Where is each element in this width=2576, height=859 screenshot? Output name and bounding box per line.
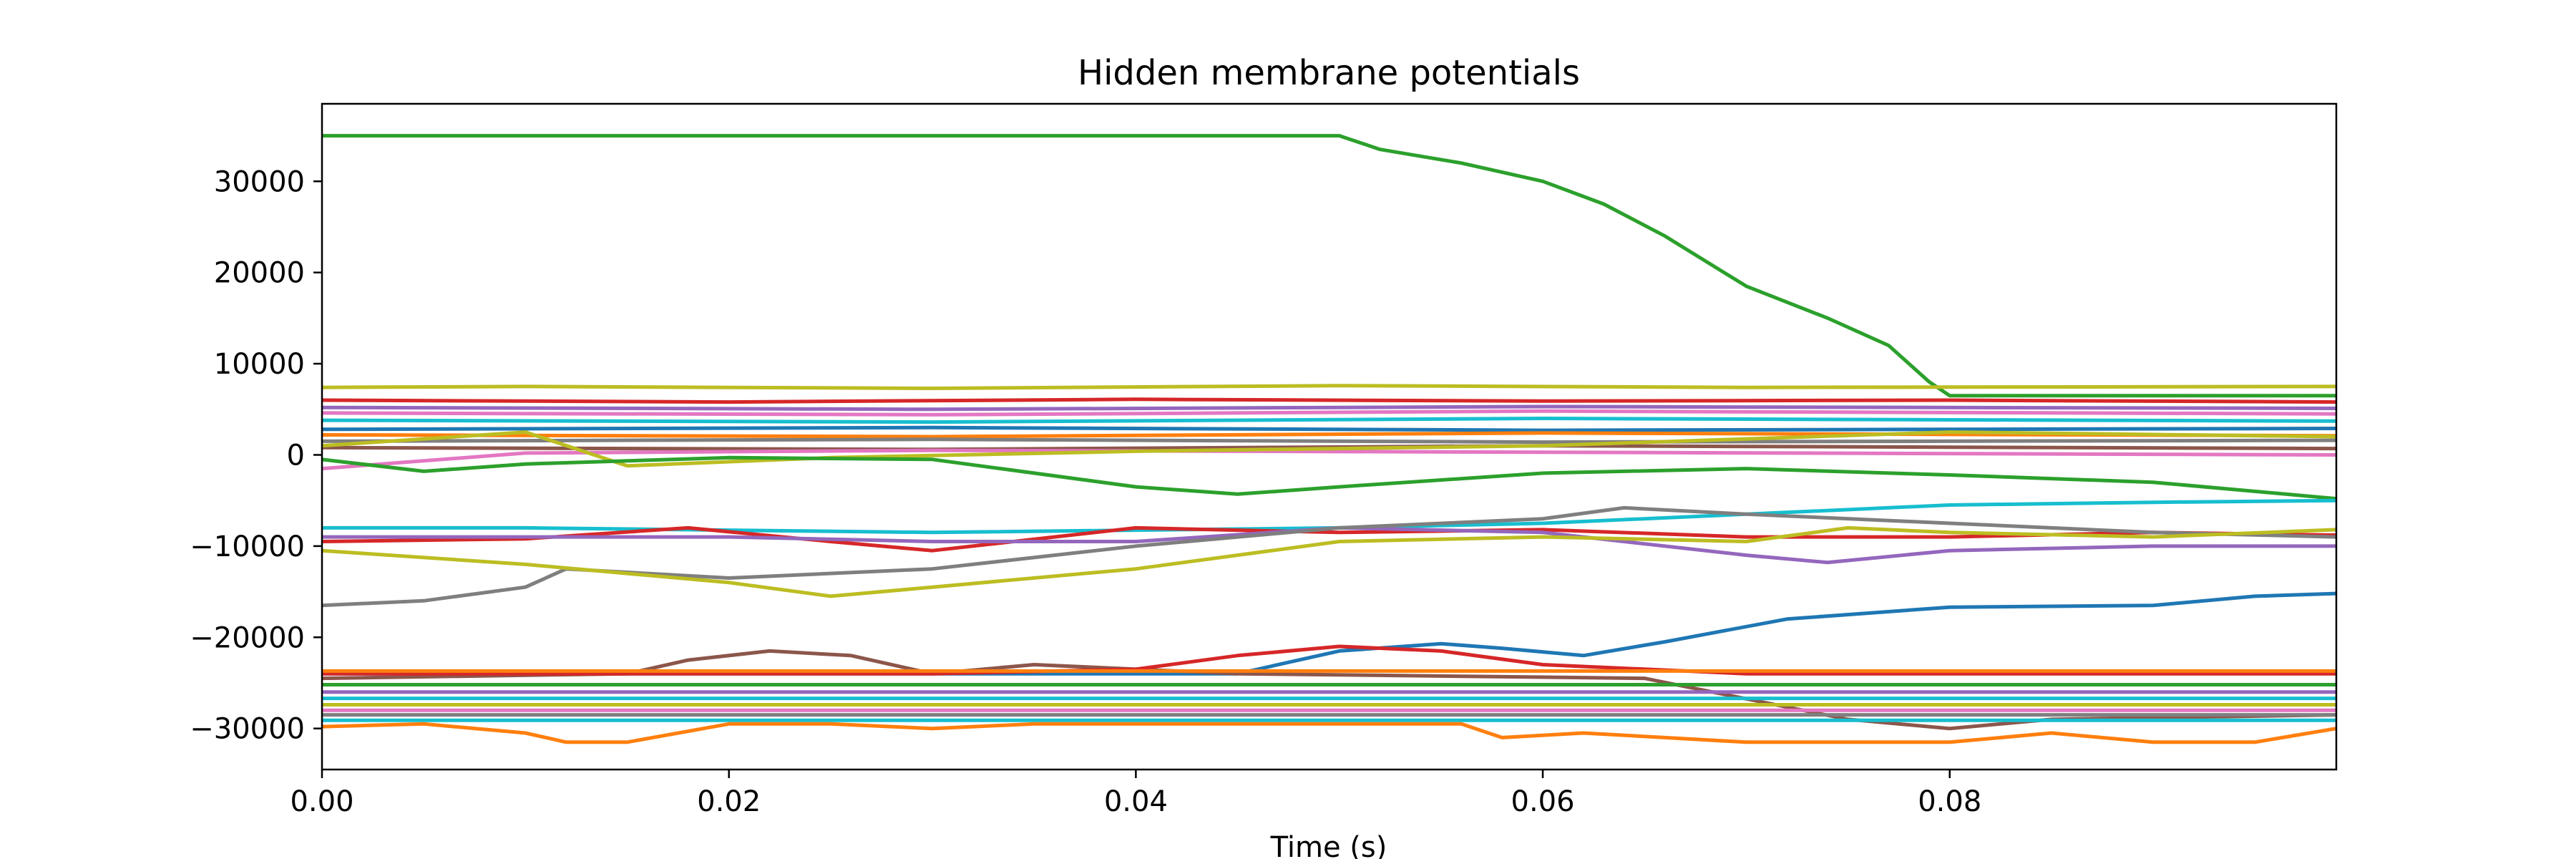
- y-tick-label: 10000: [214, 348, 305, 381]
- x-tick-label: 0.02: [697, 785, 761, 818]
- series-line-11: [322, 448, 2336, 471]
- y-tick-label: −30000: [190, 713, 305, 746]
- x-tick-label: 0.08: [1918, 785, 1981, 818]
- series-line-4: [322, 404, 2336, 412]
- x-axis: 0.00 0.02 0.04 0.06 0.08: [290, 770, 1981, 818]
- series-line-10: [322, 444, 2336, 452]
- series-line-30: [322, 722, 2336, 744]
- series-line-1: [322, 134, 2336, 398]
- plot-frame: [321, 102, 2338, 771]
- series-line-6: [322, 417, 2336, 424]
- chart-title: Hidden membrane potentials: [1078, 53, 1580, 93]
- series-line-2: [322, 384, 2336, 390]
- series-line-8: [322, 431, 2336, 439]
- series-line-7: [322, 425, 2336, 432]
- y-tick-label: −20000: [190, 621, 305, 654]
- series-line-9: [322, 437, 2336, 445]
- y-axis: −30000 −20000 −10000 0 10000 20000 30000: [190, 165, 322, 746]
- series-line-18: [322, 525, 2336, 598]
- y-tick-label: 30000: [214, 165, 305, 198]
- y-tick-label: 0: [287, 439, 305, 472]
- series-line-20: [322, 649, 2336, 731]
- x-tick-label: 0.00: [290, 785, 353, 818]
- series-line-13: [322, 455, 2336, 501]
- series-line-17: [322, 505, 2336, 608]
- series-line-16: [322, 525, 2336, 565]
- x-tick-label: 0.06: [1511, 785, 1575, 818]
- series-layer: [322, 134, 2336, 744]
- x-tick-label: 0.04: [1104, 785, 1168, 818]
- series-line-12: [322, 430, 2336, 468]
- series-line-15: [322, 525, 2336, 553]
- series-line-19: [322, 591, 2336, 676]
- series-line-3: [322, 397, 2336, 404]
- x-axis-label: Time (s): [1270, 831, 1387, 859]
- series-line-5: [322, 409, 2336, 417]
- y-tick-label: −10000: [190, 530, 305, 563]
- y-tick-label: 20000: [214, 257, 305, 290]
